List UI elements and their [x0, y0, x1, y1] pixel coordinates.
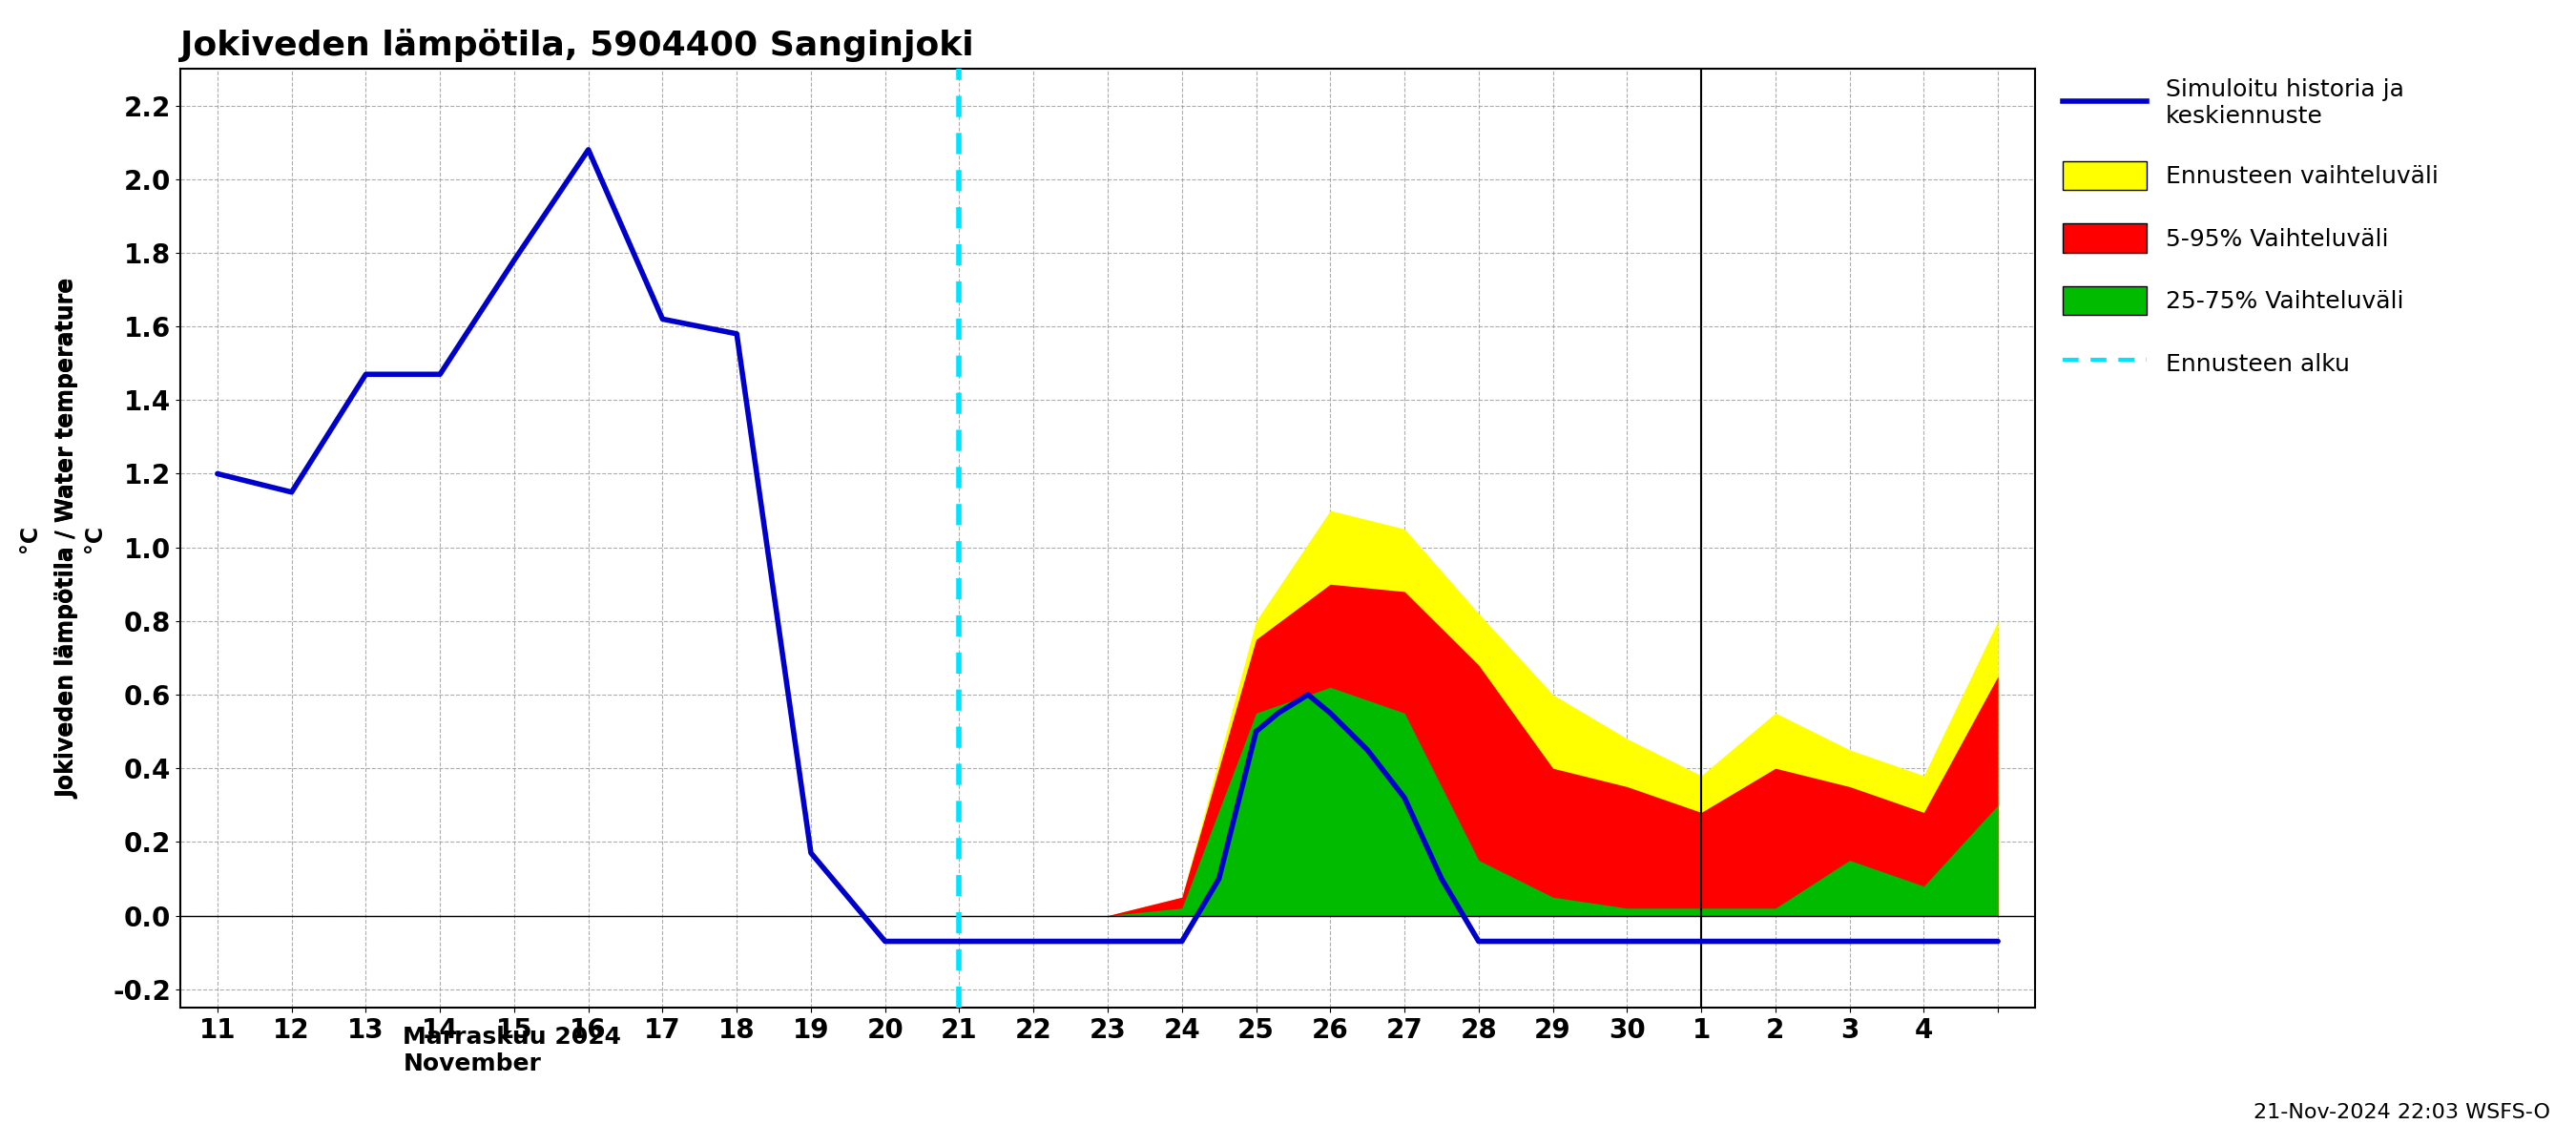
Text: °C: °C — [18, 524, 41, 552]
Text: 21-Nov-2024 22:03 WSFS-O: 21-Nov-2024 22:03 WSFS-O — [2254, 1103, 2550, 1122]
Y-axis label: Jokiveden lämpötila / Water temperature
°C: Jokiveden lämpötila / Water temperature … — [57, 278, 106, 798]
Text: Jokiveden lämpötila, 5904400 Sanginjoki: Jokiveden lämpötila, 5904400 Sanginjoki — [180, 29, 974, 62]
Legend: Simuloitu historia ja
keskiennuste, Ennusteen vaihteluväli, 5-95% Vaihteluväli, : Simuloitu historia ja keskiennuste, Ennu… — [2053, 69, 2447, 387]
Text: Jokiveden lämpötila / Water temperature: Jokiveden lämpötila / Water temperature — [57, 278, 77, 798]
Text: Marraskuu 2024
November: Marraskuu 2024 November — [402, 1026, 621, 1075]
